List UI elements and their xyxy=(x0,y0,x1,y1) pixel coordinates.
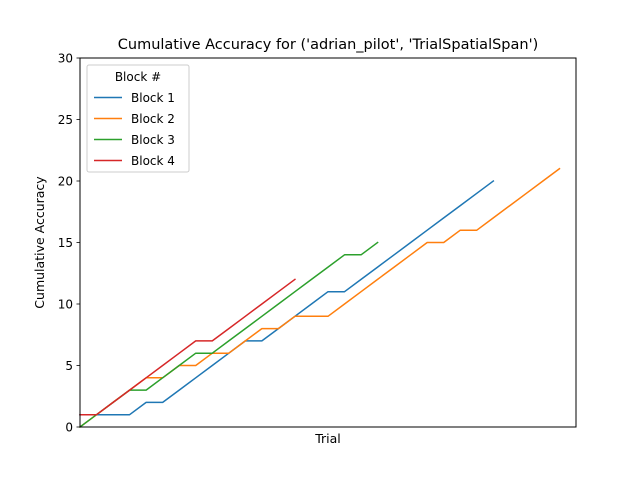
x-axis-label: Trial xyxy=(314,431,341,446)
legend-label-block-2: Block 2 xyxy=(131,112,175,126)
legend-label-block-4: Block 4 xyxy=(131,154,175,168)
y-tick-label: 20 xyxy=(58,175,73,189)
plot-lines xyxy=(78,167,561,429)
y-tick-label: 15 xyxy=(58,236,73,250)
y-tick-label: 0 xyxy=(65,421,73,435)
y-tick-label: 5 xyxy=(65,359,73,373)
legend-items: Block 1 Block 2 Block 3 Block 4 xyxy=(94,91,175,168)
legend-label-block-1: Block 1 xyxy=(131,91,175,105)
y-tick-label: 30 xyxy=(58,52,73,66)
legend-label-block-3: Block 3 xyxy=(131,133,175,147)
y-tick-label: 10 xyxy=(58,298,73,312)
y-axis-label: Cumulative Accuracy xyxy=(32,176,47,309)
legend-title: Block # xyxy=(115,70,161,84)
chart-title: Cumulative Accuracy for ('adrian_pilot',… xyxy=(118,37,538,53)
legend: Block # Block 1 Block 2 Block 3 Block 4 xyxy=(86,64,190,173)
legend-box xyxy=(86,64,190,173)
series-line-block-3 xyxy=(78,241,379,429)
series-line-block-2 xyxy=(78,167,561,429)
y-axis-ticks: 0 5 10 15 20 25 30 xyxy=(58,52,80,435)
series-line-block-4 xyxy=(79,278,296,416)
y-tick-label: 25 xyxy=(58,113,73,127)
